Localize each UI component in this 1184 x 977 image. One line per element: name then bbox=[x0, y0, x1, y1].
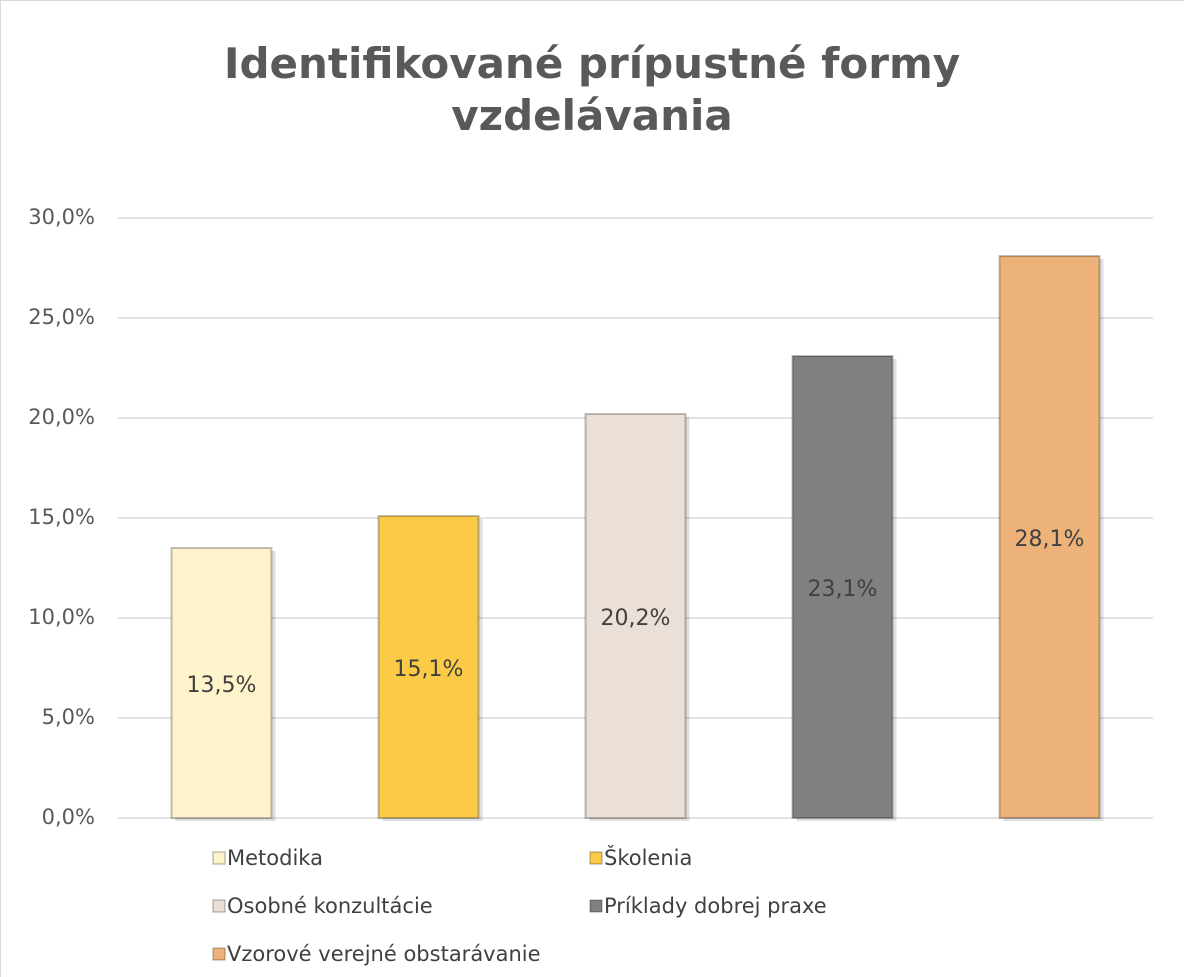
bar bbox=[791, 355, 894, 819]
bar bbox=[584, 413, 687, 819]
legend-label: Vzorové verejné obstarávanie bbox=[227, 942, 541, 966]
legend-label: Školenia bbox=[604, 845, 692, 870]
legend-label: Osobné konzultácie bbox=[227, 894, 433, 918]
y-tick-label: 5,0% bbox=[42, 705, 95, 729]
data-label: 13,5% bbox=[187, 673, 257, 698]
bar bbox=[998, 255, 1101, 819]
y-tick-label: 30,0% bbox=[28, 205, 95, 229]
data-label: 28,1% bbox=[1015, 527, 1085, 552]
chart-title: Identifikované prípustné formy vzdelávan… bbox=[223, 39, 961, 140]
legend-swatch bbox=[212, 899, 226, 913]
legend-label: Metodika bbox=[227, 846, 323, 870]
y-tick-label: 10,0% bbox=[28, 605, 95, 629]
legend-swatch bbox=[212, 947, 226, 961]
y-tick-label: 20,0% bbox=[28, 405, 95, 429]
legend-swatch bbox=[589, 851, 603, 865]
legend-swatch bbox=[589, 899, 603, 913]
y-tick-label: 0,0% bbox=[42, 805, 95, 829]
data-label: 23,1% bbox=[808, 577, 878, 602]
legend-swatch bbox=[212, 851, 226, 865]
y-tick-label: 25,0% bbox=[28, 305, 95, 329]
bar bbox=[170, 547, 273, 819]
y-tick-label: 15,0% bbox=[28, 505, 95, 529]
data-label: 15,1% bbox=[394, 657, 464, 682]
data-label: 20,2% bbox=[601, 606, 671, 631]
bar bbox=[377, 515, 480, 819]
legend-label: Príklady dobrej praxe bbox=[604, 894, 827, 918]
